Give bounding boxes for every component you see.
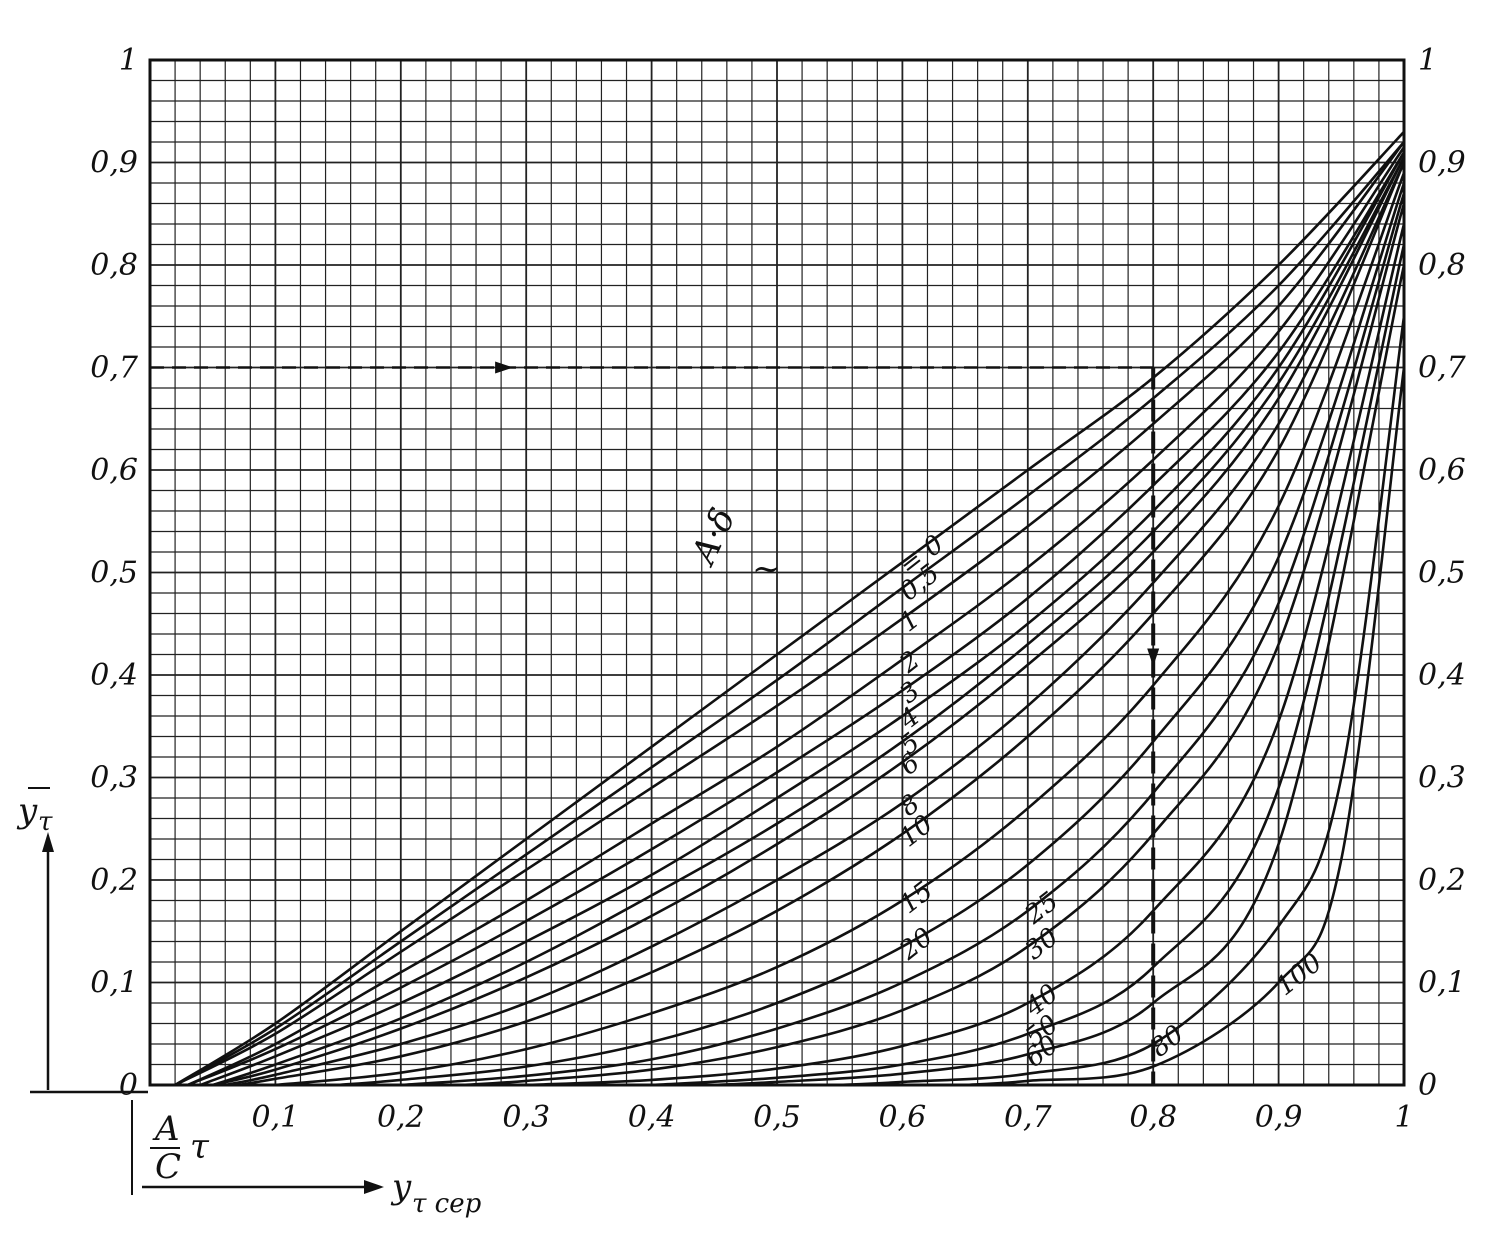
curve-param-sub: ~: [752, 549, 781, 589]
y-tick-label-left: 0,9: [90, 146, 138, 181]
curve-25: [400, 192, 1406, 1087]
curve-label-30: 30: [1020, 922, 1065, 966]
x-tick-label: 0,2: [377, 1100, 425, 1135]
y-tick-label-left: 0: [119, 1068, 138, 1103]
y-axis-label-main: y: [16, 791, 38, 831]
x-tick-label: 0,8: [1129, 1100, 1177, 1135]
x-label-denominator: C: [155, 1147, 181, 1187]
x-tick-label: 0,1: [252, 1100, 300, 1135]
y-axis-label-sub: τ: [38, 807, 53, 837]
x-tick-label: 0,9: [1255, 1100, 1303, 1135]
y-axis-label: y τ: [16, 787, 148, 1094]
curve-0.5: [174, 141, 1405, 1087]
curve-2: [187, 146, 1406, 1087]
y-tick-label-left: 0,4: [90, 658, 138, 693]
curve-label-3: 3: [894, 676, 926, 710]
x-tick-label: 0,3: [502, 1100, 550, 1135]
plot-frame: [148, 58, 1406, 1087]
x-tick-label: 0,6: [879, 1100, 927, 1135]
curve-50: [651, 244, 1406, 1087]
x-tick-label: 0,7: [1004, 1100, 1053, 1135]
y-tick-label-left: 0,5: [90, 556, 138, 591]
x-tick-label: 0,5: [753, 1100, 801, 1135]
y-tick-label-left: 0,3: [90, 761, 138, 796]
curve-100: [965, 367, 1406, 1087]
y-tick-label-right: 0: [1418, 1068, 1437, 1103]
y-tick-label-right: 0,3: [1418, 761, 1466, 796]
curve-15: [275, 172, 1406, 1087]
curve-label-10: 10: [894, 809, 939, 853]
y-tick-label-left: 0,7: [90, 351, 139, 386]
x-arrow-label-main: y: [390, 1167, 412, 1207]
curve-10: [237, 161, 1406, 1087]
x-label-variable: τ: [190, 1127, 210, 1167]
x-tick-label: 1: [1394, 1100, 1413, 1135]
tick-labels: 0,1 0,2 0,3 0,4 0,5 0,6 0,7 0,8 0,9 100,10,20,30,…: [90, 43, 1466, 1135]
x-label-numerator: A: [152, 1109, 180, 1149]
example-down-arrow-icon: [1147, 648, 1160, 667]
curve-30: [463, 203, 1406, 1087]
y-tick-label-right: 0,8: [1418, 248, 1466, 283]
y-tick-label-right: 0,9: [1418, 146, 1466, 181]
curve-label-1: 1: [894, 604, 926, 638]
curve-8: [224, 161, 1406, 1087]
y-tick-label-right: 0,2: [1418, 863, 1466, 898]
y-tick-label-right: 0,5: [1418, 556, 1466, 591]
x-axis-label: A C τ y τ сер: [131, 1100, 482, 1219]
curve-5: [212, 156, 1406, 1087]
y-tick-label-right: 0,7: [1418, 351, 1467, 386]
y-tick-label-left: 0,2: [90, 863, 138, 898]
curve-80: [839, 316, 1406, 1087]
x-tick-label: 0,4: [628, 1100, 676, 1135]
y-tick-label-right: 0,6: [1418, 453, 1466, 488]
y-tick-label-right: 0,4: [1418, 658, 1466, 693]
plot-border: [148, 58, 1406, 1087]
y-arrow-icon: [42, 832, 54, 852]
example-path: [150, 361, 1160, 1085]
y-tick-label-left: 1: [119, 43, 138, 78]
curve-4: [199, 151, 1406, 1087]
grid: [150, 60, 1404, 1085]
y-tick-label-left: 0,1: [90, 966, 138, 1001]
y-tick-label-left: 0,6: [90, 453, 138, 488]
curve-param-name: A·δ: [683, 502, 744, 572]
y-tick-label-right: 1: [1418, 43, 1437, 78]
curve-parameter-label: A·δ ~: [683, 502, 781, 589]
y-tick-label-left: 0,8: [90, 248, 138, 283]
example-arrow-icon: [495, 361, 514, 374]
curve-40: [526, 223, 1406, 1087]
curve-1: [174, 141, 1406, 1087]
curve-6: [212, 156, 1406, 1087]
x-arrow-icon: [364, 1180, 384, 1194]
curve-60: [714, 264, 1406, 1087]
curve-3: [187, 151, 1406, 1087]
x-arrow-label-sub: τ сер: [412, 1189, 482, 1219]
curve-0: [174, 130, 1405, 1087]
curve-20: [337, 182, 1406, 1087]
curves: [174, 130, 1406, 1087]
y-tick-label-right: 0,1: [1418, 966, 1466, 1001]
